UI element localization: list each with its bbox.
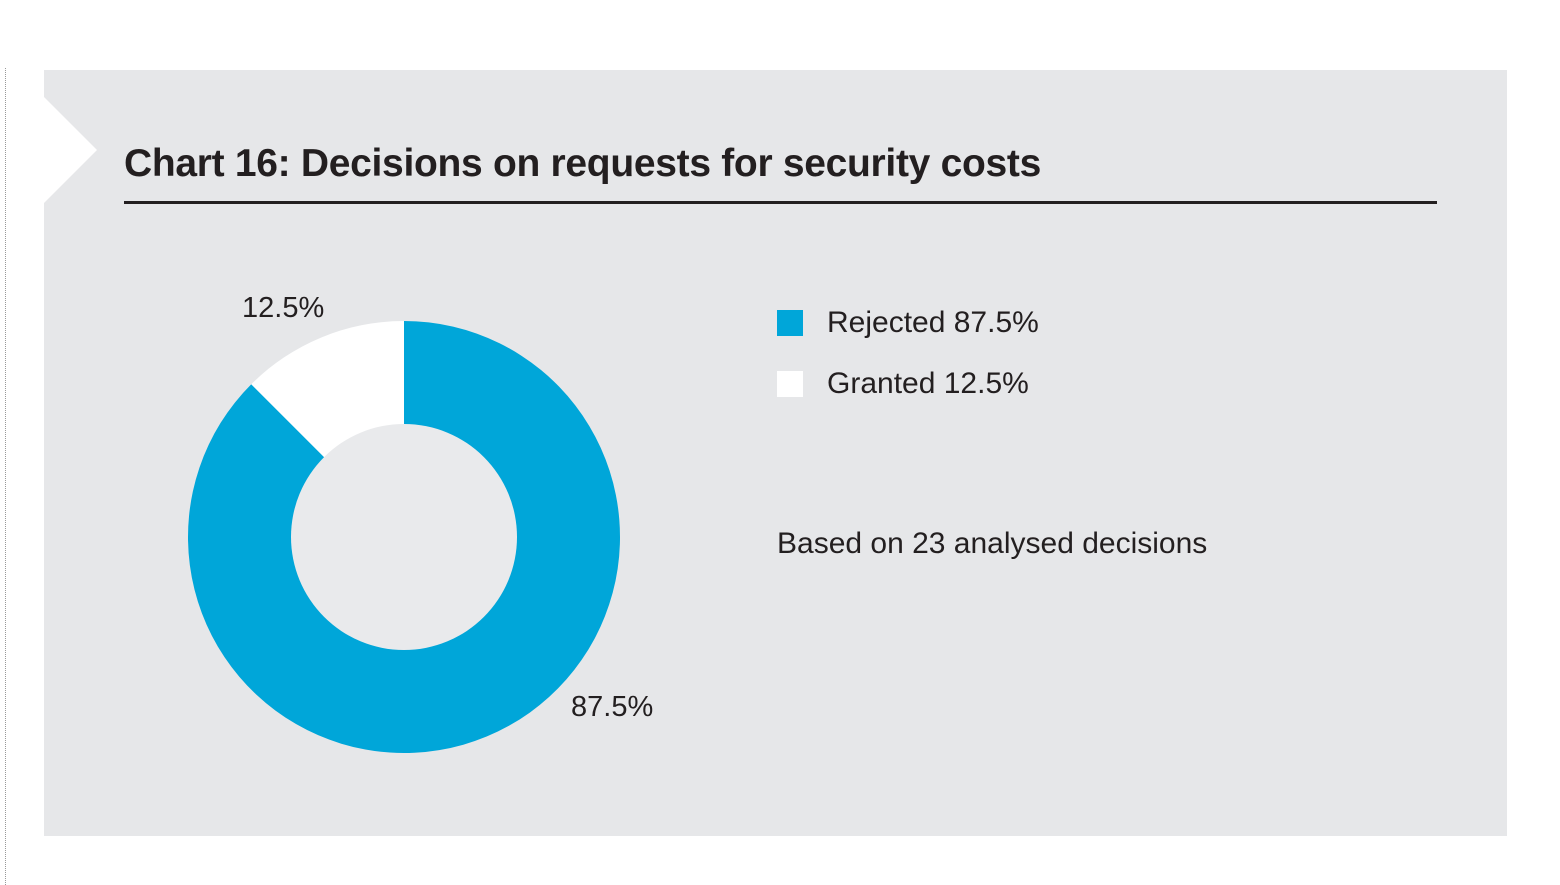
data-label-rejected: 87.5% — [571, 691, 653, 723]
title-rule — [124, 201, 1437, 204]
donut-chart: 87.5% 12.5% — [188, 292, 653, 753]
legend-swatch-rejected — [777, 310, 803, 336]
chart-title: Chart 16: Decisions on requests for secu… — [124, 142, 1041, 185]
legend-label-granted: Granted 12.5% — [827, 367, 1029, 400]
page-margin-line — [5, 68, 6, 885]
legend-swatch-granted — [777, 371, 803, 397]
chart-panel: Chart 16: Decisions on requests for secu… — [44, 70, 1507, 836]
legend-label-rejected: Rejected 87.5% — [827, 306, 1039, 339]
chart-note: Based on 23 analysed decisions — [777, 527, 1208, 560]
legend-item-rejected: Rejected 87.5% — [777, 306, 1039, 340]
data-label-granted: 12.5% — [242, 292, 324, 324]
donut-hole — [291, 424, 517, 650]
legend-item-granted: Granted 12.5% — [777, 367, 1029, 401]
